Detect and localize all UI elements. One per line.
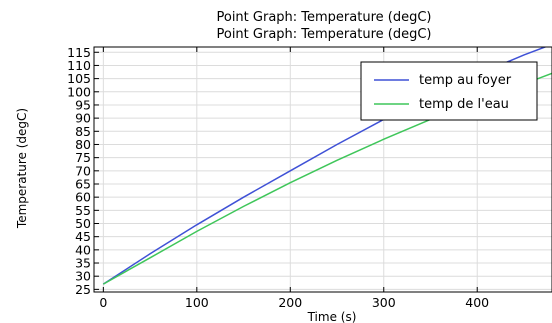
y-axis-label: Temperature (degC) [15, 108, 29, 229]
chart-title: Point Graph: Temperature (degC) [216, 10, 431, 25]
y-tick-label: 25 [75, 282, 91, 297]
legend-label-temp-au-foyer: temp au foyer [419, 73, 512, 88]
y-tick-label: 90 [75, 111, 91, 126]
y-tick-label: 115 [67, 45, 91, 60]
y-tick-label: 40 [75, 242, 91, 257]
plot-frame [93, 46, 552, 293]
y-tick-label: 95 [75, 97, 91, 112]
y-tick-label: 65 [75, 176, 91, 191]
y-tick-label: 35 [75, 256, 91, 271]
legend: temp au foyer temp de l'eau [360, 61, 538, 121]
y-tick-label: 105 [67, 71, 91, 86]
y-tick-label: 100 [67, 84, 91, 99]
y-tick-label: 110 [67, 58, 91, 73]
x-tick-label: 0 [99, 295, 107, 310]
x-tick-label: 100 [185, 295, 209, 310]
y-tick-label: 85 [75, 124, 91, 139]
x-tick-label: 300 [372, 295, 396, 310]
legend-box [360, 61, 538, 121]
y-tick-label: 75 [75, 150, 91, 165]
chart-subtitle: Point Graph: Temperature (degC) [216, 27, 431, 42]
y-tick-label: 30 [75, 269, 91, 284]
y-tick-label: 70 [75, 163, 91, 178]
y-tick-label: 50 [75, 216, 91, 231]
y-tick-label: 45 [75, 229, 91, 244]
y-tick-label: 55 [75, 203, 91, 218]
x-axis-label: Time (s) [307, 310, 357, 323]
legend-label-temp-de-l-eau: temp de l'eau [419, 97, 509, 112]
ticks: 0 100 200 300 400253035404550556065707580859… [67, 45, 489, 310]
y-tick-label: 80 [75, 137, 91, 152]
x-tick-label: 200 [278, 295, 302, 310]
y-tick-label: 60 [75, 190, 91, 205]
x-tick-label: 400 [465, 295, 489, 310]
